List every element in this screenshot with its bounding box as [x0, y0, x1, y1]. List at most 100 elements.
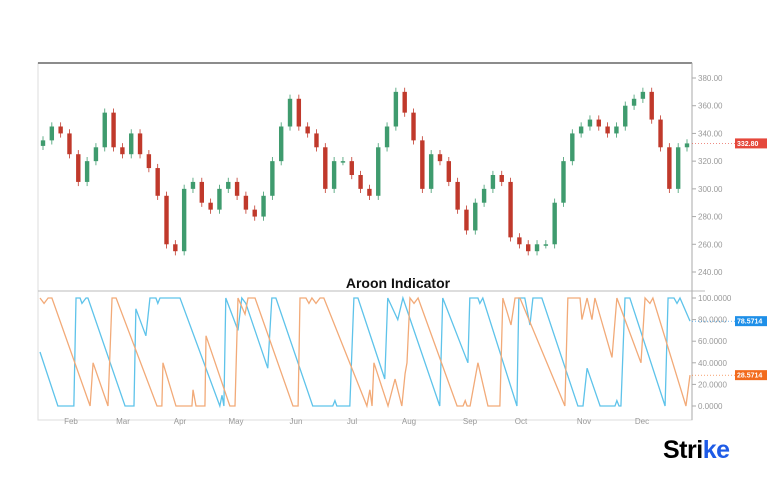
axes: 380.00 360.00 340.00 320.00 300.00 280.00 260.… [64, 74, 767, 426]
candle-body [137, 133, 143, 155]
month-tick-label: Sep [463, 417, 478, 426]
candle-body [649, 91, 654, 120]
candle-body [473, 202, 478, 231]
candle-body [243, 195, 249, 210]
candle-body [340, 161, 346, 163]
month-tick-label: Aug [402, 417, 416, 426]
candle [490, 170, 496, 194]
candle [287, 94, 293, 131]
aroon-tick-label: 80.0000 [698, 316, 727, 325]
candle [199, 177, 204, 207]
candle-body [173, 244, 178, 252]
candle-body [561, 161, 566, 203]
candle [120, 143, 125, 159]
candle-body [40, 140, 46, 146]
price-tick-label: 320.00 [698, 157, 723, 166]
month-tick-label: May [228, 417, 243, 426]
candle [173, 240, 178, 256]
month-tick-label: Feb [64, 417, 78, 426]
aroon-tick-label: 20.0000 [698, 380, 727, 389]
candle [349, 156, 354, 180]
candle-body [349, 161, 354, 175]
candle-body [120, 147, 125, 155]
candle [314, 129, 319, 152]
candle-body [93, 147, 99, 162]
aroon-tick-label: 60.0000 [698, 337, 727, 346]
candle [464, 205, 469, 235]
candle [508, 177, 513, 242]
candle-body [155, 168, 160, 196]
candle [296, 94, 302, 131]
candle [278, 122, 284, 166]
candle [190, 177, 196, 194]
candle-body [428, 154, 434, 189]
candle-body [552, 202, 557, 245]
month-tick-label: Nov [577, 417, 591, 426]
candle-body [464, 209, 469, 231]
candle [578, 122, 584, 138]
candle-body [411, 112, 416, 141]
candle-body [684, 143, 690, 148]
candle [84, 156, 90, 187]
candle-body [420, 140, 425, 189]
candle [58, 122, 63, 138]
candle-body [181, 188, 187, 252]
candle [261, 191, 266, 221]
aroon-down-line [39, 296, 691, 409]
month-tick-label: Dec [635, 417, 649, 426]
candle-body [199, 181, 204, 203]
aroon-up-tag: 78.5714 [737, 319, 762, 326]
candle-body [217, 188, 222, 210]
candle-body [190, 181, 196, 189]
aroon-up-line [39, 295, 691, 409]
candle [111, 108, 116, 152]
candle [252, 205, 257, 221]
candle [376, 143, 381, 200]
candle-body [164, 195, 169, 245]
candle-body [446, 161, 452, 182]
candle [614, 122, 619, 138]
logo-accent: ke [702, 436, 730, 464]
candle-body [296, 98, 302, 127]
candle-body [314, 133, 319, 148]
aroon-down-tag-bg [735, 370, 767, 381]
candle [393, 87, 399, 131]
candle-body [367, 188, 372, 196]
candle-body [517, 237, 522, 245]
candle [102, 108, 107, 152]
price-tick-label: 300.00 [698, 185, 723, 194]
aroon-title: Aroon Indicator [346, 275, 451, 291]
candle [684, 139, 690, 152]
candle-body [102, 112, 107, 148]
candle [243, 191, 249, 214]
candle-body [226, 181, 231, 189]
month-tick-label: Jul [347, 417, 357, 426]
candle [667, 143, 672, 194]
candle [605, 122, 610, 138]
candle-body [111, 112, 116, 148]
candle [323, 143, 328, 194]
candle [164, 191, 169, 249]
candle [596, 115, 601, 131]
candle [137, 129, 143, 159]
price-tick-label: 280.00 [698, 213, 723, 222]
candle [455, 177, 460, 214]
candle-body [270, 161, 275, 196]
candle-body [278, 126, 284, 162]
candle [129, 129, 134, 159]
candle [534, 240, 540, 256]
aroon-tick-label: 100.0000 [698, 294, 732, 303]
candle-body [534, 244, 540, 252]
candle [411, 108, 416, 145]
candle-body [402, 91, 407, 113]
candle-body [84, 161, 90, 182]
candle [155, 163, 160, 200]
candle [67, 129, 72, 159]
candle-body [499, 175, 504, 182]
price-tick-label: 240.00 [698, 268, 723, 277]
candle-body [455, 181, 460, 210]
month-tick-label: Mar [116, 417, 130, 426]
candle [640, 87, 646, 103]
aroon-tick-label: 40.0000 [698, 359, 727, 368]
